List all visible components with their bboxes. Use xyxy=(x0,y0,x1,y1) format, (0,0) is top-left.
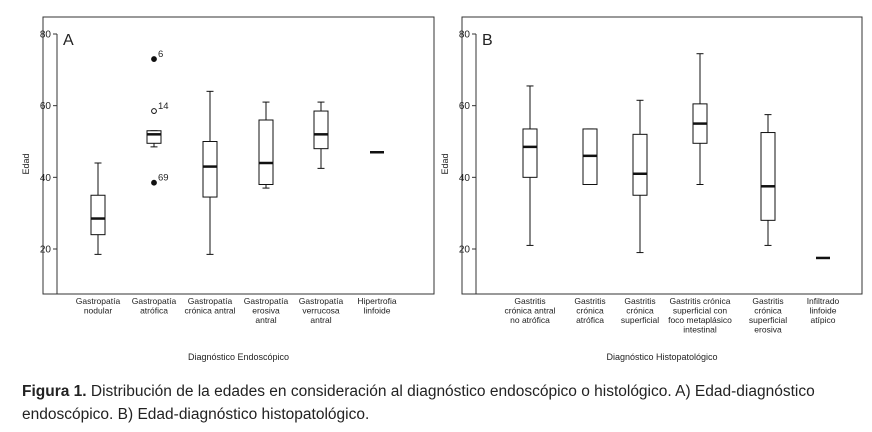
box-iqr xyxy=(522,128,538,178)
box-5 xyxy=(760,114,776,246)
x-category-label-line: Gastritis xyxy=(574,296,605,306)
caption-text: Distribución de la edades en consideraci… xyxy=(22,383,815,423)
box-3 xyxy=(632,99,648,254)
box-iqr xyxy=(313,110,329,150)
x-category-label: Gastritis crónica superficial erosiva xyxy=(749,296,787,335)
x-category-label-line: linfoide xyxy=(364,306,391,316)
x-category-label-line: antral xyxy=(310,315,331,325)
caption-label: Figura 1. xyxy=(22,383,87,400)
figure-caption: Figura 1. Distribución de la edades en c… xyxy=(22,380,862,426)
panel-letter: A xyxy=(63,32,74,49)
box-iqr xyxy=(146,130,162,144)
panel-letter: B xyxy=(482,32,493,49)
x-category-label-line: Gastropatía xyxy=(188,296,233,306)
x-category-label-line: foco metaplásico xyxy=(668,315,732,325)
box-1 xyxy=(522,85,538,246)
box-4 xyxy=(258,101,274,189)
outlier-label: 69 xyxy=(158,173,169,184)
panel-frame xyxy=(42,16,435,295)
x-category-label-line: nodular xyxy=(84,306,113,316)
box-iqr xyxy=(202,141,218,198)
x-category-label-line: intestinal xyxy=(683,325,717,335)
y-tick-label: 60 xyxy=(459,101,471,112)
x-category-label-line: Gastropatía xyxy=(299,296,344,306)
x-category-label-line: Infiltrado xyxy=(807,296,840,306)
x-category-label: Gastropatía verrucosa antral xyxy=(299,296,344,325)
box-iqr xyxy=(760,132,776,221)
x-category-label-line: no atrófica xyxy=(510,315,550,325)
y-tick-label: 60 xyxy=(40,101,52,112)
box-2 xyxy=(582,128,598,185)
x-category-label-line: Gastritis xyxy=(514,296,545,306)
x-category-label-line: crónica antral xyxy=(504,306,555,316)
box-2: 6 14 69 xyxy=(146,49,169,186)
x-category-label: Gastropatía atrófica xyxy=(132,296,177,316)
x-category-label-line: Gastritis crónica xyxy=(670,296,731,306)
x-category-label-line: Hipertrofia xyxy=(357,296,396,306)
x-category-label-line: atípico xyxy=(810,315,835,325)
x-category-label: Gastropatía erosiva antral xyxy=(244,296,289,325)
y-tick-label: 20 xyxy=(40,245,52,256)
x-category-label: Gastropatía crónica antral xyxy=(184,296,235,316)
box-3 xyxy=(202,90,218,255)
x-category-label-line: crónica xyxy=(754,306,782,316)
box-5 xyxy=(313,101,329,169)
x-category-label-line: crónica xyxy=(576,306,604,316)
x-category-label-line: superficial xyxy=(749,315,787,325)
x-category-label-line: superficial xyxy=(621,315,659,325)
y-tick-label: 40 xyxy=(459,173,471,184)
box-iqr xyxy=(258,119,274,185)
x-category-label: Gastritis crónica atrófica xyxy=(574,296,605,325)
x-category-label-line: linfoide xyxy=(810,306,837,316)
x-category-label: Gastritis crónica superficial xyxy=(621,296,659,325)
outlier-label: 6 xyxy=(158,49,163,60)
outlier-label: 14 xyxy=(158,101,169,112)
outlier-point xyxy=(151,108,157,114)
x-category-label-line: erosiva xyxy=(252,306,280,316)
x-axis-label: Diagnóstico Endoscópico xyxy=(188,352,289,362)
x-category-label: Gastritis crónica antral no atrófica xyxy=(504,296,555,325)
x-category-label-line: Gastropatía xyxy=(244,296,289,306)
x-category-label-line: crónica xyxy=(626,306,654,316)
x-category-label-line: Gastritis xyxy=(624,296,655,306)
box-1 xyxy=(90,162,106,255)
y-tick-label: 40 xyxy=(40,173,52,184)
y-axis-label: Edad xyxy=(21,153,31,174)
x-category-label: Hipertrofia linfoide xyxy=(357,296,396,316)
box-iqr xyxy=(90,194,106,236)
y-tick-label: 80 xyxy=(459,30,471,41)
x-category-label-line: superficial con xyxy=(673,306,728,316)
x-category-label-line: crónica antral xyxy=(184,306,235,316)
x-category-label-line: erosiva xyxy=(754,325,782,335)
x-category-label: Gastritis crónica superficial con foco met… xyxy=(668,296,732,335)
x-category-label-line: Gastritis xyxy=(752,296,783,306)
y-axis-label: Edad xyxy=(440,153,450,174)
box-iqr xyxy=(632,133,648,196)
x-category-label: Gastropatía nodular xyxy=(76,296,121,316)
y-tick-label: 80 xyxy=(40,30,52,41)
x-category-label-line: verrucosa xyxy=(302,306,340,316)
x-axis-label: Diagnóstico Histopatológico xyxy=(606,352,717,362)
x-category-label: Infiltrado linfoide atípico xyxy=(807,296,840,325)
x-category-label-line: Gastropatía xyxy=(132,296,177,306)
box-4 xyxy=(692,53,708,185)
x-category-label-line: Gastropatía xyxy=(76,296,121,306)
y-tick-label: 20 xyxy=(459,245,471,256)
panel-frame xyxy=(461,16,863,295)
outlier-point xyxy=(151,179,157,186)
x-category-label-line: antral xyxy=(255,315,276,325)
outlier-point xyxy=(151,56,157,62)
x-category-label-line: atrófica xyxy=(140,306,168,316)
x-category-label-line: atrófica xyxy=(576,315,604,325)
